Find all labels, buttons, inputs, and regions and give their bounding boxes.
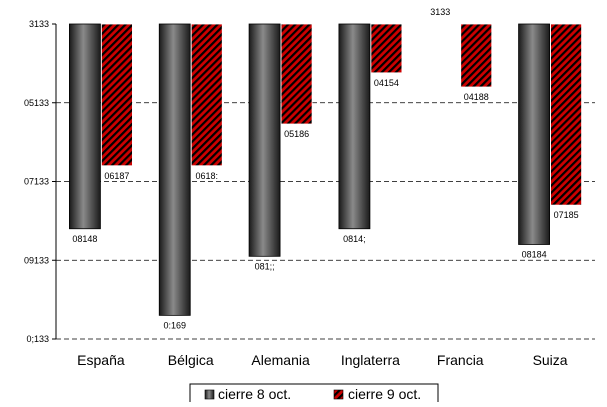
y-tick-label: 07133 (24, 177, 49, 187)
y-tick-label: 09133 (24, 255, 49, 265)
bar-cierre-9-oct (101, 23, 133, 167)
bar-cierre-9-oct (550, 23, 582, 206)
bar-cierre-8-oct (248, 23, 281, 257)
data-label: 07185 (554, 210, 579, 220)
bar-cierre-8-oct (69, 23, 101, 230)
legend-swatch-cierre-9-oct (333, 389, 344, 400)
bar-cierre-9-oct (460, 23, 493, 88)
legend-label: cierre 9 oct. (348, 386, 421, 402)
data-label: 081;; (255, 261, 275, 271)
bar-cierre-9-oct (190, 23, 223, 167)
bar-cierre-9-oct (370, 23, 403, 74)
data-label: 04188 (464, 92, 489, 102)
data-label: 05186 (284, 129, 309, 139)
category-label: Alemania (251, 352, 310, 368)
data-label: 0:169 (163, 320, 186, 330)
legend-label: cierre 8 oct. (218, 386, 291, 402)
category-label: Inglaterra (341, 352, 400, 368)
data-label: 04154 (374, 78, 399, 88)
data-label: 0814; (343, 234, 366, 244)
y-tick-label: 05133 (24, 98, 49, 108)
category-label: Bélgica (168, 352, 214, 368)
bar-cierre-9-oct (280, 23, 313, 125)
y-tick-label: 0;133 (26, 334, 49, 344)
legend-swatch-cierre-8-oct (204, 389, 215, 400)
bar-cierre-8-oct (338, 23, 371, 230)
category-label: España (77, 352, 125, 368)
data-label: 3133 (430, 7, 450, 17)
data-label: 08148 (72, 234, 97, 244)
data-label: 08184 (522, 250, 547, 260)
category-label: Francia (437, 352, 484, 368)
data-label: 06187 (104, 171, 129, 181)
y-tick-label: 3133 (29, 19, 49, 29)
bar-cierre-8-oct (158, 23, 191, 316)
bar-cierre-8-oct (518, 23, 550, 245)
data-label: 0618: (195, 171, 218, 181)
category-label: Suiza (533, 352, 568, 368)
